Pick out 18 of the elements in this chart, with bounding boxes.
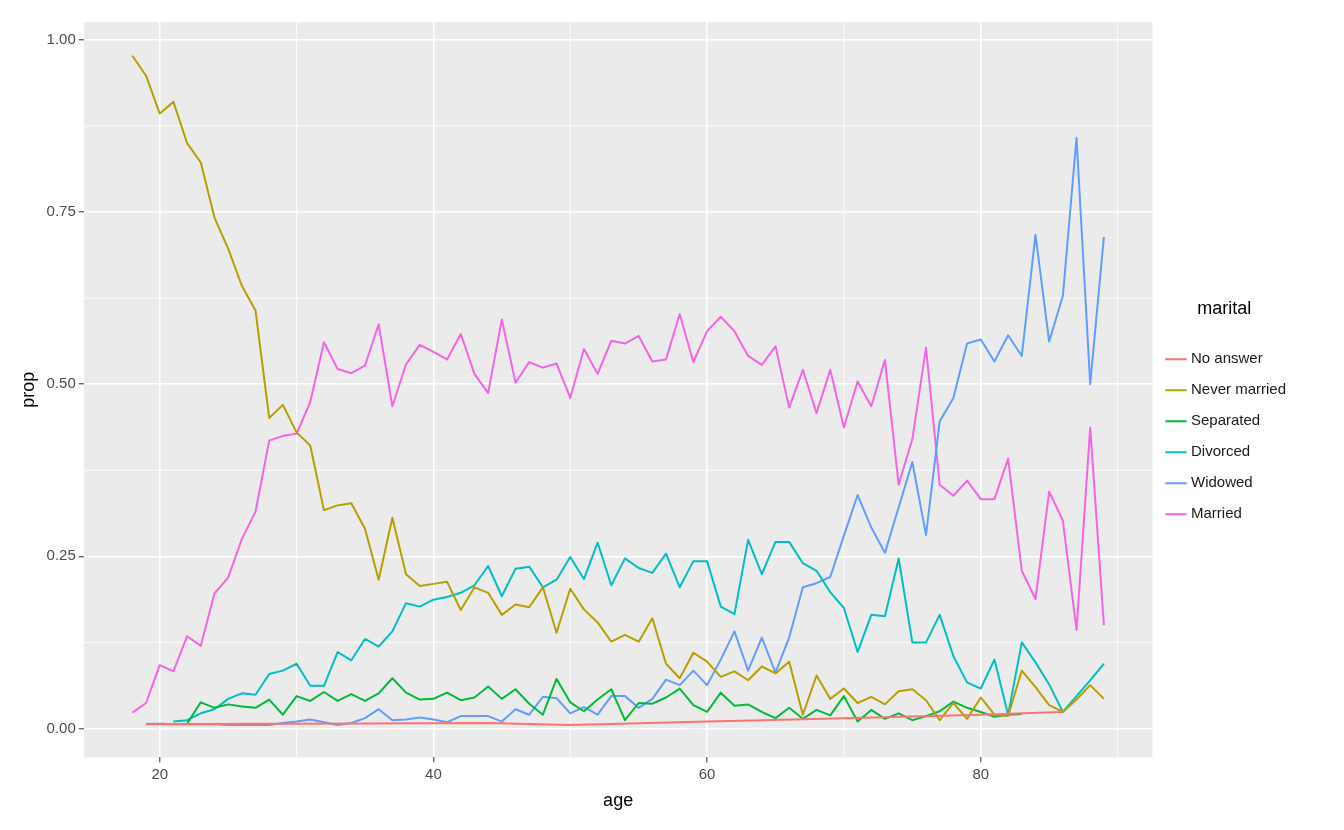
legend-label: Widowed (1190, 473, 1253, 491)
x-tick-label: 80 (972, 764, 990, 782)
y-tick-label: 0.00 (46, 718, 76, 736)
y-tick-label: 1.00 (46, 30, 76, 48)
legend-title: marital (1197, 298, 1252, 319)
x-tick-label: 20 (151, 764, 169, 782)
legend-label: No answer (1190, 349, 1263, 367)
y-axis-title: prop (17, 371, 38, 408)
x-axis-title: age (603, 790, 634, 811)
legend-label: Separated (1190, 411, 1261, 429)
y-tick-label: 0.50 (46, 374, 76, 392)
legend-label: Married (1190, 504, 1242, 522)
y-tick-label: 0.25 (46, 546, 76, 564)
x-tick-label: 40 (425, 764, 442, 782)
legend-label: Never married (1190, 380, 1287, 398)
legend-label: Divorced (1190, 442, 1251, 460)
x-tick-label: 60 (698, 764, 716, 782)
y-tick-label: 0.75 (46, 202, 76, 220)
